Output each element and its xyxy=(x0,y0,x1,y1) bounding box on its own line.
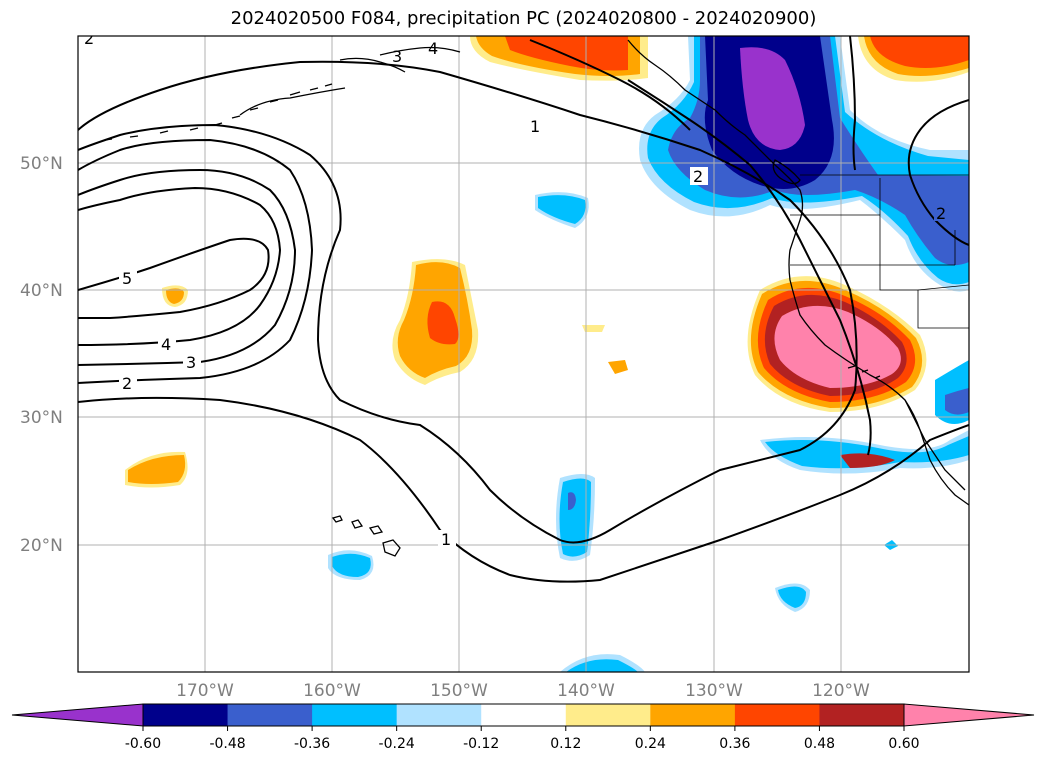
colorbar-tick-label: 0.60 xyxy=(888,736,919,752)
lat-label-50n: 50°N xyxy=(20,154,63,174)
precip-patch-bottom-negative-core xyxy=(566,659,638,672)
colorbar-tick-label: 0.24 xyxy=(635,736,666,752)
colorbar-segment xyxy=(143,704,229,726)
coastlines xyxy=(104,39,969,557)
contour-label-4b: 4 xyxy=(428,39,438,58)
colorbar: -0.60 -0.48 -0.36 -0.24 -0.12 0.12 0.24 0.36 0.4… xyxy=(11,703,1035,752)
colorbar-outline xyxy=(142,703,905,727)
precip-patch-baja-negative xyxy=(760,430,969,474)
colorbar-tick-label: -0.36 xyxy=(294,736,330,752)
colorbar-tick-label: -0.60 xyxy=(125,736,161,752)
colorbar-segment xyxy=(819,704,905,726)
longitude-labels: 170°W 160°W 150°W 140°W 130°W 120°W xyxy=(176,681,870,701)
precip-patch-small-negative-2-center xyxy=(568,492,576,510)
precip-patch-small-negative-3-core xyxy=(778,586,806,608)
precip-patch-small-positive-1-core xyxy=(166,288,184,304)
colorbar-tick-label: -0.24 xyxy=(379,736,415,752)
contour-label-1a: 1 xyxy=(530,117,540,136)
precip-patch-tiny-positive-2 xyxy=(582,325,605,332)
colorbar-tick-label: 0.12 xyxy=(550,736,581,752)
precip-patch-california-positive xyxy=(747,276,927,412)
lon-label-170w: 170°W xyxy=(176,681,234,701)
precip-patch-east-negative-core xyxy=(945,388,969,415)
precip-patch-tiny-positive xyxy=(608,360,628,374)
colorbar-tick-label: -0.48 xyxy=(209,736,245,752)
colorbar-tick-label: -0.12 xyxy=(463,736,499,752)
colorbar-segment xyxy=(565,704,651,726)
gridlines xyxy=(78,36,969,672)
precip-patch-north-pacific-positive xyxy=(470,36,648,81)
precip-patch-small-negative-2-core xyxy=(559,478,591,557)
precip-patch-small-negative-1-core xyxy=(538,195,586,224)
lon-label-150w: 150°W xyxy=(430,681,488,701)
lat-label-40n: 40°N xyxy=(20,281,63,301)
colorbar-segment xyxy=(650,704,736,726)
colorbar-segment xyxy=(227,704,313,726)
colorbar-segment xyxy=(734,704,820,726)
colorbar-tick-label: 0.48 xyxy=(804,736,835,752)
contour-label-3b: 3 xyxy=(392,47,402,66)
political-borders xyxy=(790,174,969,329)
latitude-labels: 50°N 40°N 30°N 20°N xyxy=(20,154,63,556)
precip-patch-canada-positive xyxy=(858,36,969,82)
precip-patch-central-pacific-positive xyxy=(392,259,479,385)
colorbar-extend-low xyxy=(11,703,144,727)
lon-label-140w: 140°W xyxy=(557,681,615,701)
map-title: 2024020500 F084, precipitation PC (20240… xyxy=(230,8,817,29)
contour-labels: 1 1 2 2 3 4 5 3 4 2 2 xyxy=(84,29,950,549)
lat-label-20n: 20°N xyxy=(20,536,63,556)
map-frame xyxy=(77,35,970,673)
contour-label-2a: 2 xyxy=(693,167,703,186)
contour-label-2b: 2 xyxy=(122,374,132,393)
precip-patch-small-positive-2-core xyxy=(128,455,186,484)
colorbar-extend-high xyxy=(903,703,1035,727)
colorbar-segment xyxy=(481,704,567,726)
lon-label-120w: 120°W xyxy=(812,681,870,701)
contour-label-corner: 2 xyxy=(84,29,94,48)
contour-label-5: 5 xyxy=(122,269,132,288)
contour-label-1b: 1 xyxy=(441,530,451,549)
precip-patch-hawaii-negative-core xyxy=(332,553,371,577)
colorbar-segment xyxy=(396,704,482,726)
contour-label-4a: 4 xyxy=(161,335,171,354)
lat-label-30n: 30°N xyxy=(20,408,63,428)
lon-label-160w: 160°W xyxy=(303,681,361,701)
precip-patch-pacific-northwest-negative xyxy=(639,36,969,292)
colorbar-tick-label: 0.36 xyxy=(719,736,750,752)
lon-label-130w: 130°W xyxy=(685,681,743,701)
contour-label-3a: 3 xyxy=(186,353,196,372)
colorbar-segment xyxy=(312,704,398,726)
contour-label-2c: 2 xyxy=(936,204,946,223)
